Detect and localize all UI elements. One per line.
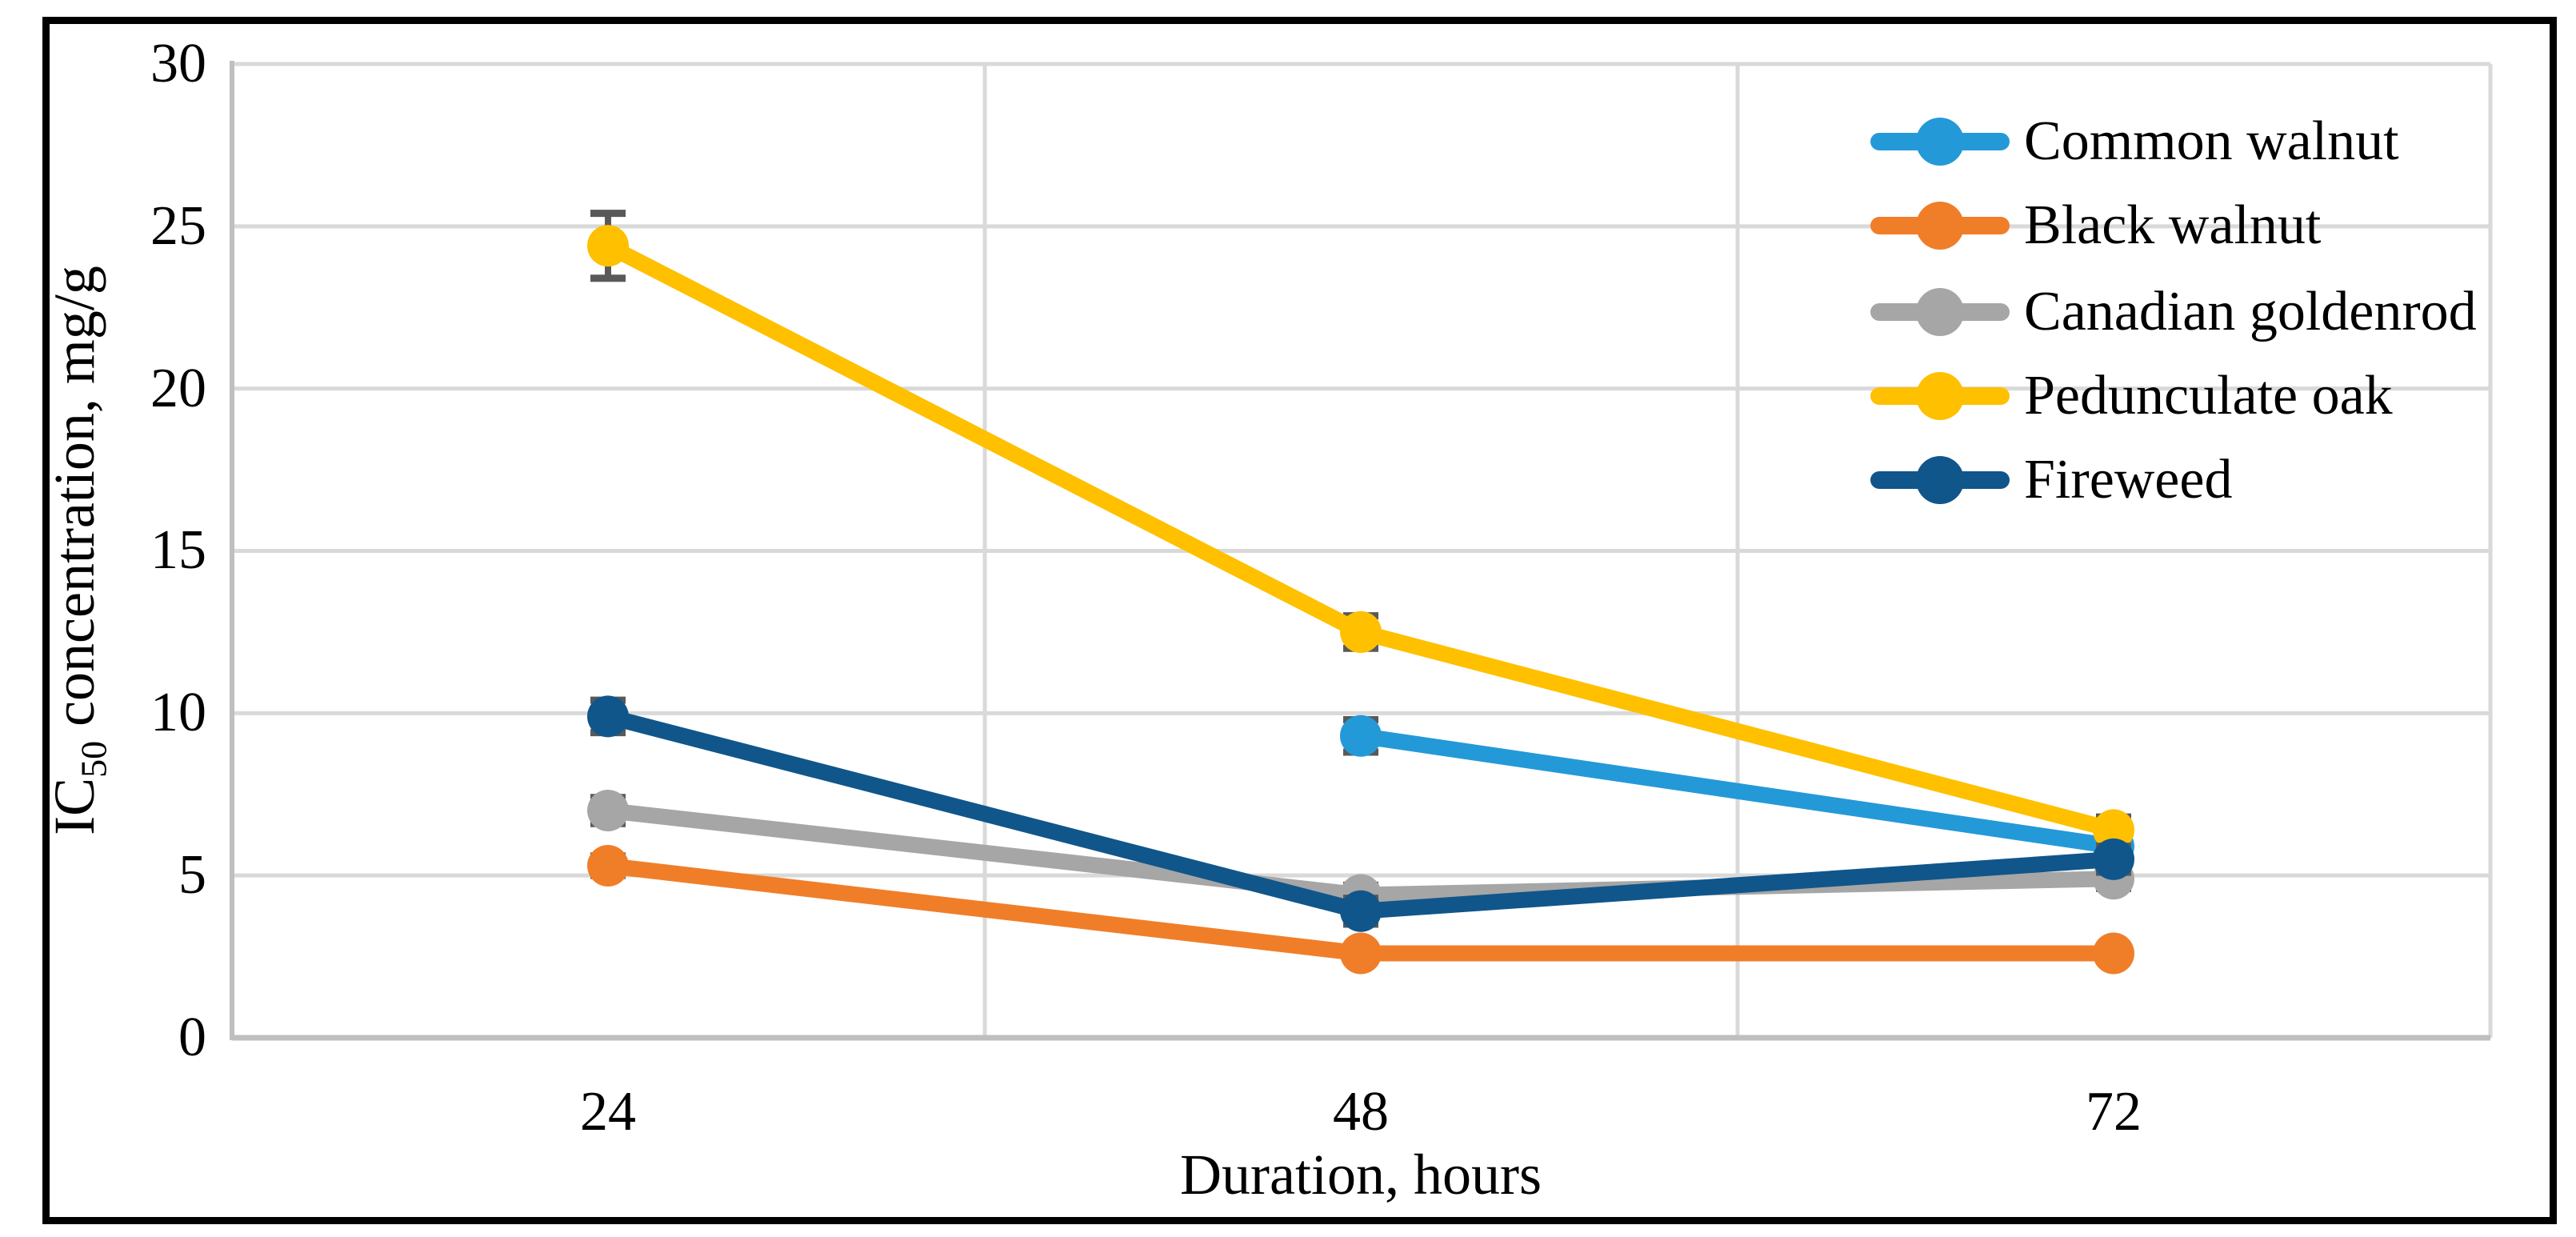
data-point-fireweed-24h bbox=[587, 695, 629, 738]
data-point-fireweed-72h bbox=[2093, 838, 2134, 880]
y-tick-0: 0 bbox=[178, 1007, 206, 1068]
legend-circle-icon bbox=[1916, 118, 1964, 166]
legend-circle-icon bbox=[1916, 456, 1964, 504]
data-point-pedunculate-oak-24h bbox=[587, 225, 629, 267]
y-axis-title-prefix: IC bbox=[42, 777, 106, 835]
legend-label: Fireweed bbox=[2024, 449, 2233, 510]
legend-marker-fireweed bbox=[1870, 443, 2010, 517]
legend-item-fireweed: Fireweed bbox=[1870, 443, 2566, 517]
legend-circle-icon bbox=[1916, 372, 1964, 420]
y-axis-title: IC50 concentration, mg/g bbox=[36, 0, 114, 1151]
series-pedunculate-oak bbox=[587, 210, 2134, 851]
data-point-pedunculate-oak-48h bbox=[1340, 610, 1382, 653]
series-black-walnut bbox=[587, 844, 2134, 975]
data-point-pedunculate-oak-72h bbox=[2093, 809, 2134, 851]
data-point-common-walnut-48h bbox=[1340, 715, 1382, 757]
data-point-fireweed-48h bbox=[1340, 890, 1382, 932]
y-tick-25: 25 bbox=[150, 195, 206, 257]
series-line-common-walnut bbox=[1353, 727, 2122, 855]
legend-marker-canadian-goldenrod bbox=[1870, 275, 2010, 349]
legend-label: Canadian goldenrod bbox=[2024, 281, 2477, 342]
legend-marker-pedunculate-oak bbox=[1870, 359, 2010, 433]
y-tick-15: 15 bbox=[150, 519, 206, 581]
legend-label: Pedunculate oak bbox=[2024, 365, 2393, 426]
data-point-black-walnut-48h bbox=[1340, 932, 1382, 975]
y-tick-10: 10 bbox=[150, 682, 206, 743]
legend-marker-black-walnut bbox=[1870, 189, 2010, 262]
y-tick-30: 30 bbox=[150, 33, 206, 94]
legend-item-black-walnut: Black walnut bbox=[1870, 189, 2566, 262]
legend-item-common-walnut: Common walnut bbox=[1870, 105, 2566, 178]
y-axis-title-subscript: 50 bbox=[73, 740, 114, 778]
y-tick-20: 20 bbox=[150, 358, 206, 419]
legend-item-canadian-goldenrod: Canadian goldenrod bbox=[1870, 275, 2566, 349]
x-tick-24: 24 bbox=[580, 1081, 636, 1143]
legend-circle-icon bbox=[1916, 202, 1964, 250]
x-axis-title: Duration, hours bbox=[1180, 1143, 1542, 1207]
figure-border bbox=[42, 17, 2557, 1224]
legend-label: Common walnut bbox=[2024, 110, 2399, 172]
y-tick-5: 5 bbox=[178, 844, 206, 906]
legend-circle-icon bbox=[1916, 288, 1964, 336]
y-axis-title-suffix: concentration, mg/g bbox=[42, 266, 106, 741]
legend-marker-common-walnut bbox=[1870, 105, 2010, 178]
data-point-black-walnut-72h bbox=[2093, 932, 2134, 975]
x-tick-48: 48 bbox=[1333, 1081, 1389, 1143]
series-fireweed bbox=[587, 695, 2134, 932]
legend-item-pedunculate-oak: Pedunculate oak bbox=[1870, 359, 2566, 433]
data-point-black-walnut-24h bbox=[587, 844, 629, 887]
data-point-canadian-goldenrod-24h bbox=[587, 790, 629, 832]
x-tick-72: 72 bbox=[2086, 1081, 2142, 1143]
legend-label: Black walnut bbox=[2024, 194, 2322, 256]
